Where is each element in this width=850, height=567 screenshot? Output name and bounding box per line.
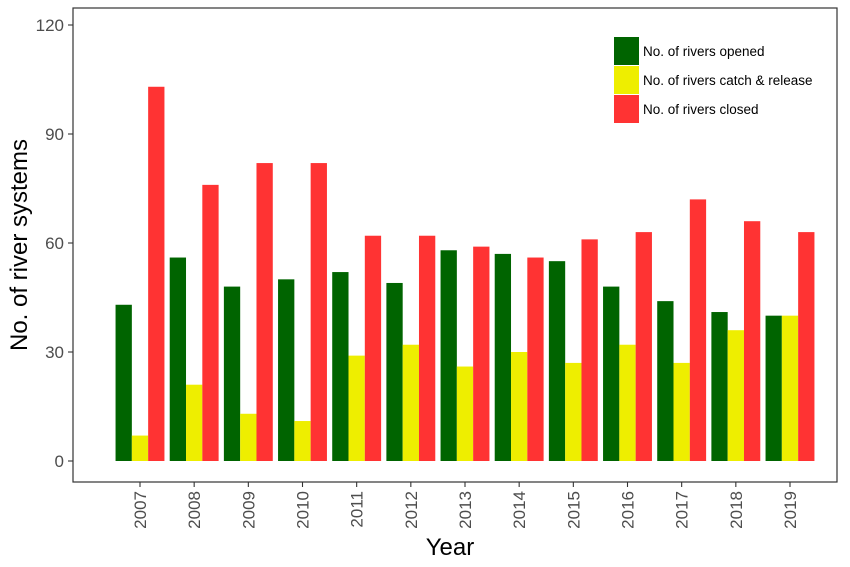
- bar: [548, 261, 566, 461]
- bar: [440, 250, 457, 461]
- bar: [310, 163, 327, 462]
- bar: [348, 355, 365, 461]
- x-tick-label: 2017: [673, 491, 692, 529]
- bar: [456, 366, 474, 461]
- x-tick-label: 2008: [185, 491, 204, 529]
- legend-label: No. of rivers opened: [643, 44, 765, 59]
- bar: [418, 235, 436, 461]
- bar: [294, 421, 311, 461]
- bar: [256, 163, 273, 462]
- bar: [798, 232, 815, 461]
- y-tick-label: 30: [45, 343, 64, 362]
- bar: [473, 246, 490, 461]
- bar: [673, 362, 690, 461]
- bars: [115, 86, 815, 462]
- y-tick-label: 90: [45, 125, 64, 144]
- legend-label: No. of rivers catch & release: [643, 73, 813, 88]
- x-axis: 2007 2008 2009 2010 2011 2012 2013 2014 2015 2016…: [131, 482, 800, 529]
- bar: [727, 330, 744, 461]
- bar: [711, 312, 728, 461]
- bar: [278, 279, 295, 461]
- bar: [581, 239, 598, 461]
- bar: [527, 257, 544, 461]
- x-tick-label: 2009: [239, 491, 258, 529]
- legend-swatch: [614, 66, 639, 94]
- x-tick-label: 2012: [402, 491, 421, 529]
- bar: [765, 315, 782, 461]
- bar: [689, 199, 707, 461]
- bar: [657, 301, 674, 461]
- bar: [565, 362, 582, 461]
- bar: [402, 344, 419, 461]
- bar: [619, 344, 636, 461]
- bar: [186, 384, 203, 461]
- legend-label: No. of rivers closed: [643, 102, 759, 117]
- bar: [781, 315, 799, 461]
- x-tick-label: 2018: [727, 491, 746, 529]
- x-axis-title: Year: [426, 534, 475, 561]
- bar: [386, 282, 403, 461]
- x-tick-label: 2015: [564, 491, 583, 529]
- y-tick-label: 0: [55, 452, 64, 471]
- x-tick-label: 2014: [510, 491, 529, 529]
- bar: [169, 257, 187, 461]
- bar: [148, 86, 165, 462]
- legend-swatch: [614, 95, 639, 123]
- bar: [494, 253, 512, 461]
- bar: [332, 272, 349, 461]
- bar: [240, 413, 257, 461]
- x-tick-label: 2013: [456, 491, 475, 529]
- x-tick-label: 2016: [619, 491, 638, 529]
- x-tick-label: 2010: [294, 491, 313, 529]
- bar: [202, 184, 219, 461]
- y-axis: 0 30 60 90 120: [36, 16, 73, 471]
- x-tick-label: 2007: [131, 491, 150, 529]
- bar: [743, 221, 761, 461]
- bar: [603, 286, 620, 461]
- y-tick-label: 60: [45, 234, 64, 253]
- legend-swatch: [614, 37, 639, 65]
- y-tick-label: 120: [36, 16, 64, 35]
- x-tick-label: 2011: [348, 491, 367, 528]
- bar: [115, 304, 132, 461]
- bar: [131, 435, 149, 461]
- bar: [364, 235, 382, 461]
- bar: [223, 286, 241, 461]
- bar: [511, 352, 528, 461]
- legend: No. of rivers opened No. of rivers catch …: [614, 37, 813, 123]
- bar: [635, 232, 652, 461]
- x-tick-label: 2019: [781, 491, 800, 529]
- y-axis-title: No. of river systems: [6, 139, 33, 351]
